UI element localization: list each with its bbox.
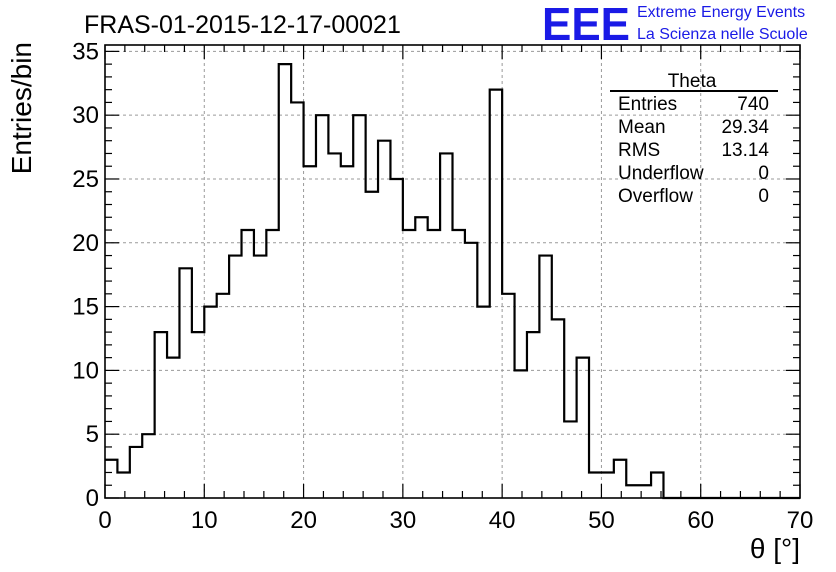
- histogram-outline: [105, 63, 800, 500]
- y-tick-label: 5: [86, 421, 99, 448]
- x-tick-label: 60: [687, 507, 714, 534]
- stats-value-rms: 13.14: [721, 140, 769, 161]
- x-tick-label: 40: [489, 507, 516, 534]
- stats-label-entries: Entries: [618, 94, 677, 115]
- stats-label-underflow: Underflow: [618, 163, 704, 184]
- stats-value-overflow: 0: [758, 186, 769, 207]
- y-tick-label: 35: [72, 38, 99, 65]
- y-tick-label: 25: [72, 166, 99, 193]
- stats-value-underflow: 0: [758, 163, 769, 184]
- stats-label-rms: RMS: [618, 140, 660, 161]
- y-tick-label: 0: [86, 485, 99, 512]
- x-tick-label: 0: [98, 507, 111, 534]
- stats-value-mean: 29.34: [721, 117, 769, 138]
- logo-line-2: La Scienza nelle Scuole: [637, 26, 808, 43]
- logo-letters: EEE: [542, 0, 630, 50]
- grid-lines: [105, 45, 800, 498]
- y-tick-label: 20: [72, 230, 99, 257]
- stats-value-entries: 740: [737, 94, 769, 115]
- x-tick-label: 10: [191, 507, 218, 534]
- stats-box: Theta Entries 740 Mean 29.34 RMS 13.14 U…: [610, 71, 778, 207]
- y-tick-label: 10: [72, 357, 99, 384]
- axis-ticks: [104, 45, 801, 499]
- x-tick-label: 20: [290, 507, 317, 534]
- stats-label-overflow: Overflow: [618, 186, 693, 207]
- logo-line-1: Extreme Energy Events: [637, 4, 805, 21]
- eee-logo: EEE Extreme Energy Events La Scienza nel…: [542, 0, 808, 50]
- x-tick-label: 30: [390, 507, 417, 534]
- y-tick-label: 15: [72, 294, 99, 321]
- y-tick-label: 30: [72, 102, 99, 129]
- y-axis-title: Entries/bin: [6, 42, 37, 174]
- tick-labels: 0 10 20 30 40 50 60 70 0 5 10 15 20 25 30 35: [72, 38, 813, 534]
- x-tick-label: 70: [787, 507, 814, 534]
- x-tick-label: 50: [588, 507, 615, 534]
- chart-title: FRAS-01-2015-12-17-00021: [84, 11, 401, 39]
- x-axis-title: θ [°]: [750, 533, 800, 564]
- stats-box-name: Theta: [668, 71, 717, 92]
- plot-frame: [104, 44, 801, 499]
- stats-label-mean: Mean: [618, 117, 666, 138]
